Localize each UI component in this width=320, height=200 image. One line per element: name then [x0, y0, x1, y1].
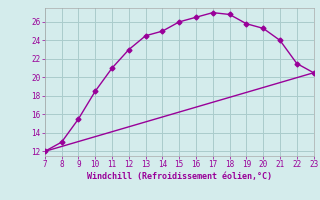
X-axis label: Windchill (Refroidissement éolien,°C): Windchill (Refroidissement éolien,°C) — [87, 172, 272, 181]
